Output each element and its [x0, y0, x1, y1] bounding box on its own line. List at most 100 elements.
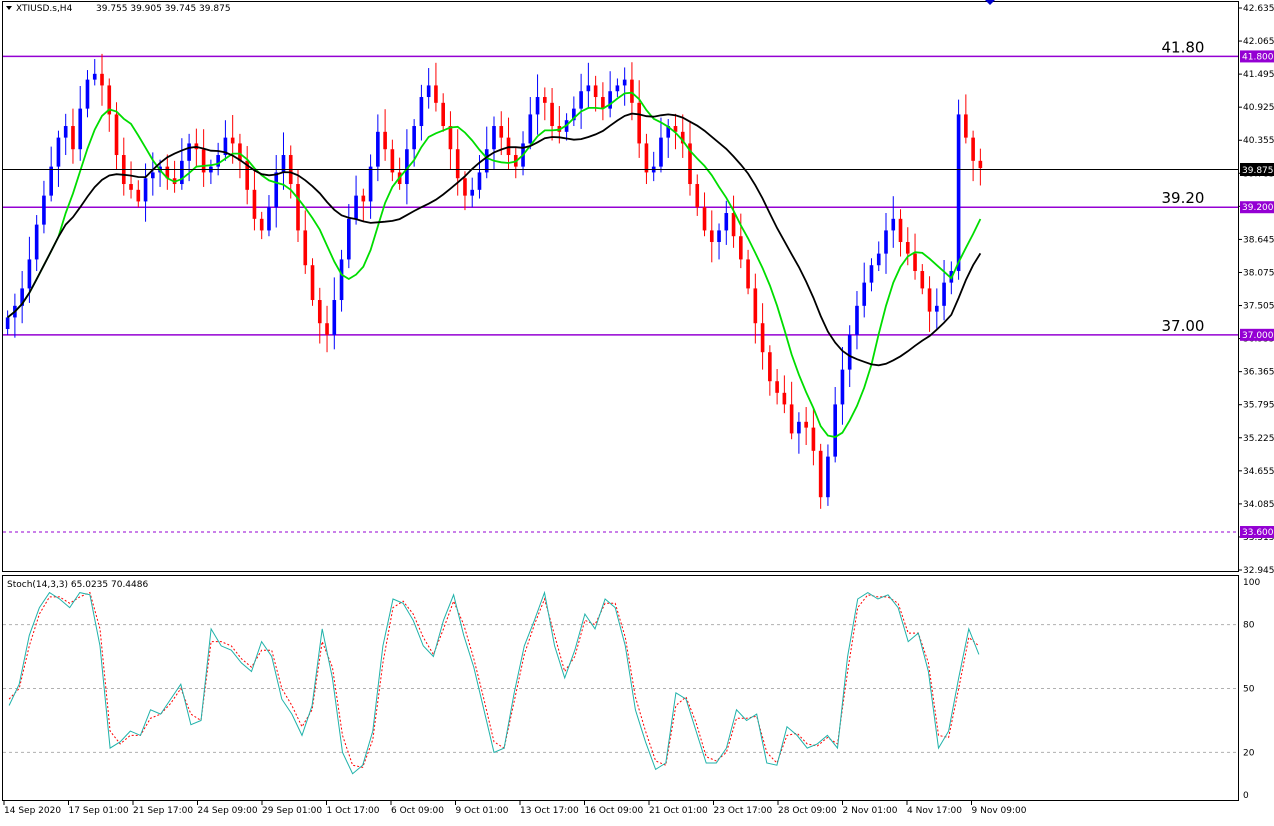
candle-body [615, 85, 620, 92]
stoch-main-line [8, 590, 980, 775]
level-tag: 37.000 [1242, 331, 1274, 341]
price-tick-label: 32.945 [1243, 566, 1274, 576]
candle-body [354, 195, 358, 219]
candle-body [876, 253, 881, 266]
candle-body [296, 184, 300, 231]
candle-body [572, 108, 576, 121]
stoch-tick-label: 100 [1243, 578, 1260, 588]
candle-body [659, 137, 663, 167]
price-tick-label: 35.795 [1243, 401, 1274, 411]
candle-body [818, 450, 823, 498]
level-tag-box [1240, 201, 1274, 214]
candle-body [455, 149, 460, 179]
candle-body [383, 131, 387, 150]
candle-body [107, 85, 112, 115]
candle-body [368, 166, 373, 202]
candle-body [789, 404, 794, 434]
candle-body [470, 189, 475, 196]
candle-body [34, 224, 39, 260]
price-tick-label: 42.065 [1243, 37, 1274, 47]
candle-body [869, 265, 874, 283]
candle-body [768, 352, 772, 382]
candle-body [187, 143, 191, 161]
candle-body [644, 143, 649, 173]
stoch-tick-label: 20 [1243, 748, 1255, 758]
level-tag: 39.200 [1242, 203, 1274, 213]
candle-body [804, 421, 808, 428]
candle-body [550, 102, 554, 127]
candle-body [5, 317, 10, 330]
candle-body [840, 369, 845, 405]
time-label: 28 Oct 09:00 [778, 806, 837, 816]
price-axis: 42.63542.06541.49540.92540.35539.78539.2… [1238, 4, 1274, 576]
time-label: 17 Sep 01:00 [69, 806, 129, 816]
candle-body [281, 155, 286, 173]
candle-body [927, 288, 932, 312]
time-label: 4 Nov 17:00 [907, 806, 962, 816]
price-tick-label: 38.645 [1243, 235, 1274, 245]
candle-body [49, 166, 53, 196]
candle-body [223, 137, 228, 156]
candle-body [484, 149, 489, 173]
candle-body [390, 149, 395, 173]
stoch-axis: 100 80 50 20 0 [3, 578, 1260, 801]
stoch-tick-label: 0 [1243, 791, 1249, 801]
price-tick-label: 37.505 [1243, 302, 1274, 312]
candle-body [833, 404, 837, 457]
candle-body [151, 172, 155, 179]
candlestick-series [5, 53, 983, 509]
candle-body [579, 91, 583, 109]
candle-body [891, 218, 896, 231]
price-tick-label: 34.085 [1243, 500, 1274, 510]
candle-body [586, 85, 591, 92]
level-label: 39.20 [1162, 189, 1205, 207]
time-label: 2 Nov 01:00 [843, 806, 898, 816]
candle-body [666, 126, 671, 138]
time-label: 23 Oct 17:00 [714, 806, 773, 816]
candle-body [630, 79, 634, 103]
current-price-tag: 39.875 [1242, 166, 1274, 176]
candle-body [463, 178, 467, 196]
candle-body [775, 381, 779, 393]
candle-body [252, 189, 257, 219]
candle-body [136, 189, 141, 202]
candle-body [376, 131, 380, 167]
price-tick-label: 34.655 [1243, 467, 1274, 477]
stoch-tick-label: 50 [1243, 685, 1255, 695]
moving-averages [7, 91, 982, 438]
horizontal-levels[interactable]: 41.800 41.80 39.200 39.20 37.000 37.00 33.600 [3, 38, 1274, 539]
candle-body [826, 456, 830, 498]
candle-body [201, 149, 206, 173]
time-label: 24 Sep 09:00 [198, 806, 258, 816]
candle-body [85, 79, 90, 109]
candle-body [405, 149, 409, 185]
candle-body [180, 160, 184, 185]
ma-fast-line [7, 91, 982, 438]
candle-body [746, 259, 750, 289]
candle-body [688, 143, 692, 185]
time-axis: 14 Sep 2020 17 Sep 01:00 21 Sep 17:00 24 Se… [3, 801, 1027, 816]
candle-body [434, 85, 438, 103]
candle-body [259, 218, 264, 231]
ohlc-values: 39.755 39.905 39.745 39.875 [96, 4, 231, 14]
symbol-menu-triangle-icon[interactable] [6, 6, 12, 10]
time-label: 13 Oct 17:00 [520, 806, 579, 816]
candle-body [964, 114, 968, 138]
current-price-tag-box [1240, 163, 1274, 176]
candle-body [216, 155, 220, 167]
candle-body [913, 253, 917, 272]
candle-body [448, 126, 453, 150]
candle-body [760, 323, 765, 353]
candle-body [528, 114, 533, 144]
candle-body [724, 213, 729, 231]
candle-body [42, 195, 46, 225]
time-label: 6 Oct 09:00 [391, 806, 444, 816]
time-label: 21 Oct 01:00 [649, 806, 708, 816]
candle-body [608, 91, 612, 109]
candle-body [303, 230, 308, 266]
candle-body [317, 300, 322, 324]
candle-body [78, 108, 83, 150]
candle-body [56, 137, 61, 167]
